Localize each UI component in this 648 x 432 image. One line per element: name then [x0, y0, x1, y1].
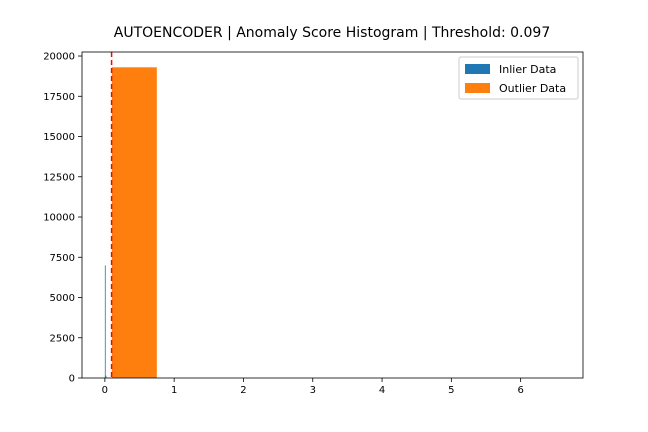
x-tick-label: 6: [517, 385, 523, 396]
legend-swatch-inlier-data: [465, 64, 490, 74]
x-tick-label: 1: [171, 385, 177, 396]
legend-label-inlier-data: Inlier Data: [499, 63, 556, 76]
x-tick-label: 0: [102, 385, 108, 396]
y-tick-label: 5000: [50, 293, 75, 304]
y-tick-label: 7500: [50, 253, 75, 264]
axes: 0 1 2 3 4 5 6 0 2500 5000 7500 10000 12500 15000 17500…: [43, 51, 584, 396]
x-tick-label: 4: [379, 385, 385, 396]
legend-swatch-outlier-data: [465, 83, 490, 93]
x-tick-label: 3: [310, 385, 316, 396]
x-tick-label: 5: [448, 385, 454, 396]
y-tick-label: 12500: [43, 172, 75, 183]
y-tick-label: 2500: [50, 333, 75, 344]
plot-area: [104, 52, 157, 379]
y-tick-label: 15000: [43, 132, 75, 143]
y-tick-label: 10000: [43, 213, 75, 224]
y-tick-label: 20000: [43, 52, 75, 63]
chart-title: AUTOENCODER | Anomaly Score Histogram | …: [114, 25, 550, 41]
legend: Inlier Data Outlier Data: [458, 56, 579, 100]
y-tick-label: 0: [69, 374, 75, 385]
legend-label-outlier-data: Outlier Data: [499, 82, 566, 95]
histogram-bar-inlier-data: [105, 375, 107, 378]
plot-frame: [81, 51, 584, 379]
histogram-bar-inlier-data: [104, 265, 106, 378]
y-tick-label: 17500: [43, 92, 75, 103]
histogram-bar-outlier-data: [111, 67, 157, 379]
x-tick-label: 2: [240, 385, 246, 396]
